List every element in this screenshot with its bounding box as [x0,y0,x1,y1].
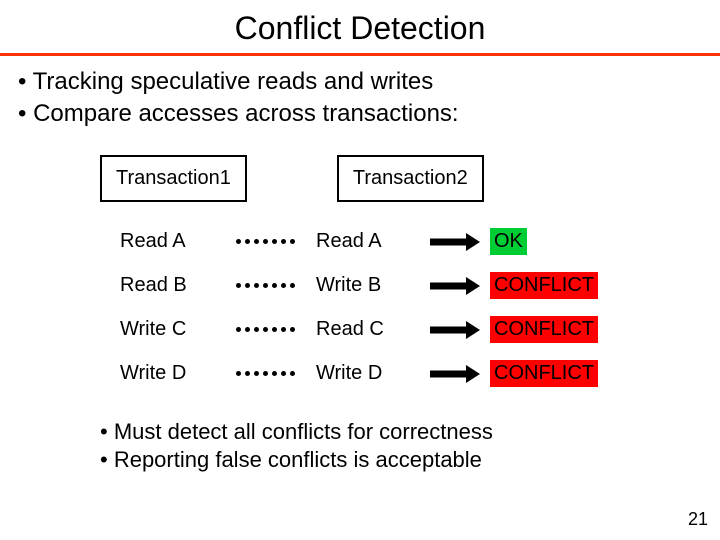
bullet-text: Must detect all conflicts for correctnes… [114,419,493,444]
transaction2-box: Transaction2 [337,155,484,202]
tx2-cell: Write B [310,274,420,297]
tx2-cell: Write D [310,362,420,385]
bullet-line: • Tracking speculative reads and writes [18,66,702,98]
bullet-line: • Compare accesses across transactions: [18,98,702,130]
arrow-icon [420,365,490,383]
table-row: Read A Read A OK [120,220,720,264]
bottom-bullets: • Must detect all conflicts for correctn… [100,418,720,475]
tx1-cell: Write C [120,318,220,341]
tx2-cell: Read C [310,318,420,341]
dotted-connector [220,239,310,244]
result-badge: CONFLICT [490,316,598,343]
comparison-table: Read ARead AOKRead BWrite BCONFLICTWrite… [120,220,720,396]
tx2-cell: Read A [310,230,420,253]
arrow-icon [420,233,490,251]
dotted-connector [220,283,310,288]
arrow-icon [420,321,490,339]
table-row: Write C Read C CONFLICT [120,308,720,352]
result-badge: CONFLICT [490,272,598,299]
tx1-cell: Read B [120,274,220,297]
bullet-line: • Must detect all conflicts for correctn… [100,418,720,447]
bullet-text: Reporting false conflicts is acceptable [114,447,482,472]
page-number: 21 [688,509,708,530]
bullet-line: • Reporting false conflicts is acceptabl… [100,446,720,475]
transaction1-box: Transaction1 [100,155,247,202]
top-bullets: • Tracking speculative reads and writes … [0,56,720,137]
page-title: Conflict Detection [0,0,720,53]
arrow-icon [420,277,490,295]
dotted-connector [220,327,310,332]
bullet-text: Compare accesses across transactions: [33,100,459,127]
tx1-cell: Write D [120,362,220,385]
table-row: Read B Write B CONFLICT [120,264,720,308]
result-badge: OK [490,228,527,255]
bullet-text: Tracking speculative reads and writes [33,68,434,95]
tx1-cell: Read A [120,230,220,253]
table-row: Write D Write D CONFLICT [120,352,720,396]
transaction-headers: Transaction1 Transaction2 [100,155,720,202]
result-badge: CONFLICT [490,360,598,387]
dotted-connector [220,371,310,376]
